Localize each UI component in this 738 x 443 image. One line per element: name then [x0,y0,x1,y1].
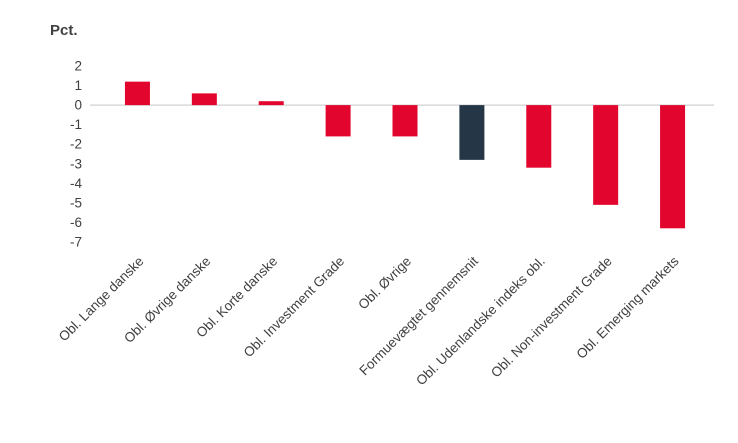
bar [392,105,418,137]
y-tick-label: 1 [74,78,82,93]
bar [526,105,552,168]
y-tick-label: -4 [70,176,82,191]
category-label: Formuevægtet gennemsnit [356,253,481,378]
bar [325,105,351,137]
bar [258,101,284,106]
y-tick-label: -1 [70,117,82,132]
y-tick-label: -3 [70,156,82,171]
category-label: Obl. Udenlandske indeks obl. [413,254,548,389]
bar [660,105,686,229]
bar [191,93,217,106]
category-label: Obl. Øvrige [355,254,414,313]
y-tick-label: 0 [74,98,82,113]
bar-highlight [459,105,485,160]
bar [124,81,150,106]
y-tick-label: 2 [74,59,82,74]
category-label: Obl. Non-investment Grade [488,254,615,381]
y-tick-label: -2 [70,137,82,152]
y-tick-label: -6 [70,215,82,230]
y-axis-title: Pct. [50,22,78,39]
bar [593,105,619,205]
y-tick-label: -5 [70,195,82,210]
y-tick-label: -7 [70,235,82,250]
